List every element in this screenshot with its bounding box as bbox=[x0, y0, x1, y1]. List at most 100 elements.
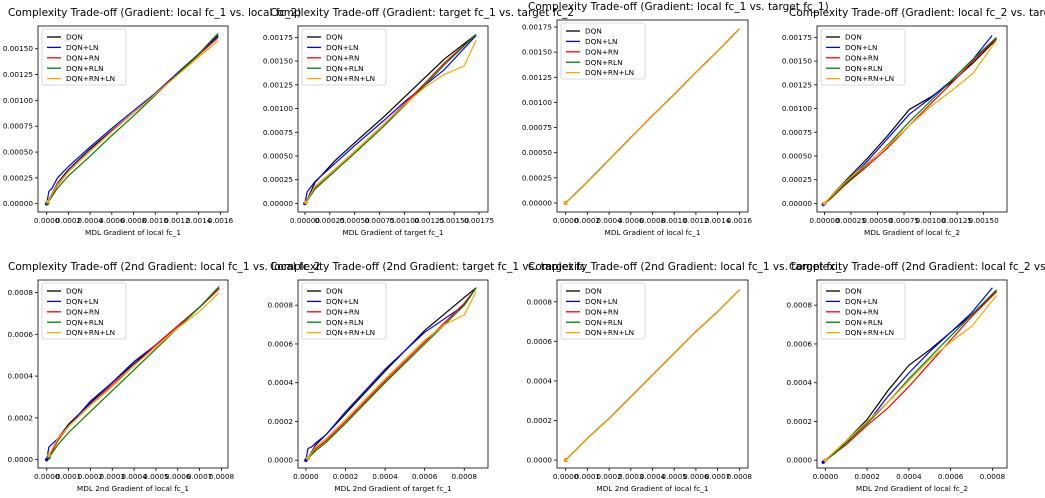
x-tick-label: 0.0001 bbox=[56, 472, 82, 481]
y-tick-label: 0.00125 bbox=[3, 70, 33, 79]
y-tick-label: 0.00150 bbox=[263, 57, 294, 66]
chart-panel-3: Complexity Trade-off (Gradient: local fc… bbox=[522, 1, 829, 237]
x-tick-label: 0.00125 bbox=[942, 216, 972, 225]
chart-panel-7: Complexity Trade-off (2nd Gradient: loca… bbox=[526, 261, 842, 493]
y-tick-label: 0.00125 bbox=[522, 73, 552, 82]
plot-frame bbox=[816, 25, 1008, 213]
x-tick-label: 0.0000 bbox=[34, 472, 60, 481]
x-tick-label: 0.0004 bbox=[596, 216, 622, 225]
legend-entry: DQN+RLN bbox=[845, 64, 883, 73]
x-tick-label: 0.00050 bbox=[340, 216, 371, 225]
x-tick-label: 0.0006 bbox=[412, 472, 438, 481]
legend-entry: DQN+RN+LN bbox=[66, 74, 115, 83]
legend-entry: DQN bbox=[585, 287, 602, 296]
x-tick-label: 0.0004 bbox=[121, 472, 147, 481]
y-tick-label: 0.0002 bbox=[526, 416, 552, 425]
chart-panel-6: Complexity Trade-off (2nd Gradient: targ… bbox=[267, 261, 591, 493]
y-tick-label: 0.00025 bbox=[3, 173, 33, 182]
x-tick-label: 0.0012 bbox=[683, 216, 709, 225]
series-line-dqn-rn-ln bbox=[48, 292, 220, 456]
legend-entry: DQN+RN+LN bbox=[585, 68, 634, 77]
x-axis-label: MDL Gradient of target fc_1 bbox=[342, 228, 443, 237]
y-tick-label: 0.00000 bbox=[263, 199, 294, 208]
series-line-dqn-rn-ln bbox=[305, 39, 477, 203]
chart-panel-5: Complexity Trade-off (2nd Gradient: loca… bbox=[7, 261, 320, 493]
x-tick-label: 0.0006 bbox=[618, 216, 644, 225]
x-tick-label: 0.0002 bbox=[333, 472, 359, 481]
legend-entry: DQN+LN bbox=[585, 297, 617, 306]
x-axis-label: MDL 2nd Gradient of local fc_1 bbox=[77, 484, 189, 493]
legend-entry: DQN+RN bbox=[845, 53, 878, 62]
x-tick-label: 0.0006 bbox=[99, 216, 125, 225]
x-tick-label: 0.0016 bbox=[727, 216, 753, 225]
y-tick-label: 0.00100 bbox=[3, 96, 34, 105]
y-tick-label: 0.00175 bbox=[782, 33, 812, 42]
x-tick-label: 0.0008 bbox=[727, 472, 753, 481]
x-tick-label: 0.0002 bbox=[56, 216, 82, 225]
x-tick-label: 0.0005 bbox=[661, 472, 687, 481]
y-tick-label: 0.00100 bbox=[522, 98, 553, 107]
y-tick-label: 0.00175 bbox=[522, 23, 552, 32]
x-tick-label: 0.00125 bbox=[414, 216, 444, 225]
series-line-dqn-rn bbox=[48, 287, 220, 458]
legend-entry: DQN+RN bbox=[585, 47, 618, 56]
y-tick-label: 0.00050 bbox=[3, 148, 34, 157]
x-tick-label: 0.0012 bbox=[164, 216, 190, 225]
x-axis-label: MDL Gradient of local fc_1 bbox=[85, 228, 181, 237]
x-tick-label: 0.0006 bbox=[165, 472, 191, 481]
chart-title: Complexity Trade-off (Gradient: local fc… bbox=[789, 7, 1045, 19]
y-tick-label: 0.00025 bbox=[522, 173, 552, 182]
series-line-dqn-rln bbox=[48, 285, 220, 458]
x-tick-label: 0.0004 bbox=[372, 472, 398, 481]
legend-entry: DQN bbox=[585, 27, 602, 36]
legend-entry: DQN+RN bbox=[326, 53, 359, 62]
chart-panel-4: Complexity Trade-off (Gradient: local fc… bbox=[782, 7, 1045, 237]
x-tick-label: 0.0014 bbox=[705, 216, 731, 225]
chart-panel-8: Complexity Trade-off (2nd Gradient: loca… bbox=[786, 261, 1045, 493]
legend-entry: DQN+RLN bbox=[845, 318, 883, 327]
series-line-dqn-rn bbox=[824, 37, 997, 204]
legend-entry: DQN+LN bbox=[66, 43, 98, 52]
x-tick-label: 0.0010 bbox=[142, 216, 168, 225]
y-tick-label: 0.0006 bbox=[267, 339, 293, 348]
legend-entry: DQN+RN bbox=[66, 53, 99, 62]
y-tick-label: 0.00000 bbox=[782, 199, 813, 208]
series-start-point bbox=[822, 201, 827, 206]
y-tick-label: 0.0000 bbox=[526, 456, 552, 465]
x-tick-label: 0.0002 bbox=[854, 472, 880, 481]
x-tick-label: 0.0010 bbox=[661, 216, 687, 225]
series-start-point bbox=[306, 456, 310, 461]
y-tick-label: 0.0008 bbox=[786, 301, 812, 310]
legend-entry: DQN+RN+LN bbox=[585, 328, 634, 337]
series-line-dqn-ln bbox=[304, 35, 477, 204]
x-tick-label: 0.00050 bbox=[862, 216, 893, 225]
series-start-point bbox=[563, 458, 568, 462]
y-tick-label: 0.00075 bbox=[782, 128, 812, 137]
x-axis-label: MDL 2nd Gradient of local fc_2 bbox=[856, 484, 968, 493]
y-tick-label: 0.00025 bbox=[263, 175, 293, 184]
y-tick-label: 0.00075 bbox=[522, 123, 552, 132]
x-tick-label: 0.00150 bbox=[439, 216, 470, 225]
y-tick-label: 0.00175 bbox=[263, 33, 293, 42]
y-tick-label: 0.00100 bbox=[782, 104, 813, 113]
legend-entry: DQN+RN+LN bbox=[326, 328, 375, 337]
y-tick-label: 0.00150 bbox=[3, 44, 34, 53]
series-start-point bbox=[304, 200, 308, 205]
y-tick-label: 0.0006 bbox=[526, 337, 552, 346]
x-tick-label: 0.0008 bbox=[980, 472, 1006, 481]
y-tick-label: 0.0002 bbox=[267, 417, 293, 426]
series-line-dqn-rln bbox=[305, 34, 477, 203]
y-tick-label: 0.0002 bbox=[786, 417, 812, 426]
x-tick-label: 0.0001 bbox=[575, 472, 601, 481]
series-line-dqn bbox=[307, 287, 477, 459]
y-tick-label: 0.0008 bbox=[7, 288, 33, 297]
x-tick-label: 0.0006 bbox=[938, 472, 964, 481]
legend-entry: DQN+LN bbox=[845, 297, 877, 306]
y-tick-label: 0.0000 bbox=[7, 455, 33, 464]
x-tick-label: 0.00000 bbox=[809, 216, 840, 225]
